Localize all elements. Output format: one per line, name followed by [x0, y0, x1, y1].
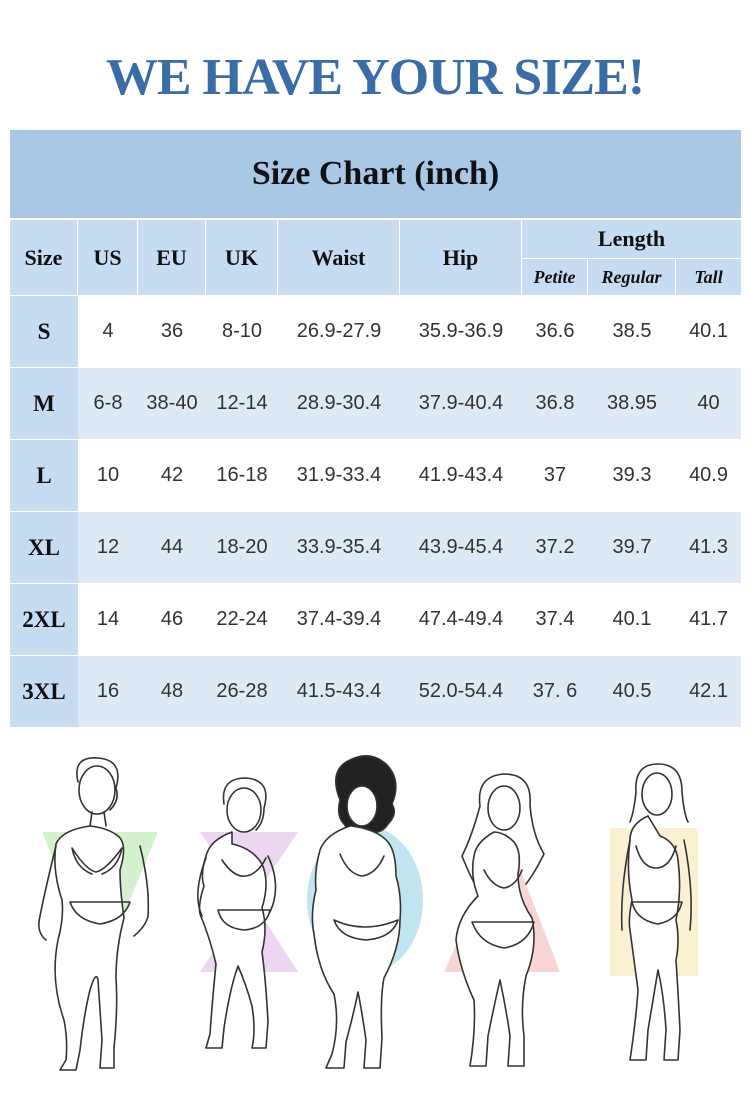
header-uk: UK [206, 220, 278, 295]
petite-value: 36.8 [522, 367, 588, 439]
tall-value: 41.3 [676, 511, 742, 583]
petite-value: 37. 6 [522, 655, 588, 727]
figure-rectangle [610, 763, 698, 1061]
uk-value: 26-28 [206, 655, 278, 727]
regular-value: 40.5 [588, 655, 676, 727]
waist-value: 28.9-30.4 [278, 367, 400, 439]
regular-value: 39.3 [588, 439, 676, 511]
us-value: 12 [78, 511, 138, 583]
size-chart-table: Size Chart (inch) Size US EU UK Waist Hi… [10, 130, 742, 727]
uk-value: 12-14 [206, 367, 278, 439]
waist-value: 26.9-27.9 [278, 295, 400, 367]
us-value: 4 [78, 295, 138, 367]
header-petite: Petite [522, 258, 588, 295]
size-label: L [10, 439, 78, 511]
table-title: Size Chart (inch) [10, 130, 742, 220]
uk-value: 8-10 [206, 295, 278, 367]
uk-value: 22-24 [206, 583, 278, 655]
hip-value: 52.0-54.4 [400, 655, 522, 727]
regular-value: 40.1 [588, 583, 676, 655]
petite-value: 37 [522, 439, 588, 511]
table-row: XL 12 44 18-20 33.9-35.4 43.9-45.4 37.2 … [10, 511, 742, 583]
hip-value: 35.9-36.9 [400, 295, 522, 367]
waist-value: 31.9-33.4 [278, 439, 400, 511]
table-row: S 4 36 8-10 26.9-27.9 35.9-36.9 36.6 38.… [10, 295, 742, 367]
table-row: M 6-8 38-40 12-14 28.9-30.4 37.9-40.4 36… [10, 367, 742, 439]
eu-value: 46 [138, 583, 206, 655]
uk-value: 16-18 [206, 439, 278, 511]
table-row: 2XL 14 46 22-24 37.4-39.4 47.4-49.4 37.4… [10, 583, 742, 655]
size-label: S [10, 295, 78, 367]
header-waist: Waist [278, 220, 400, 295]
petite-value: 36.6 [522, 295, 588, 367]
eu-value: 44 [138, 511, 206, 583]
petite-value: 37.4 [522, 583, 588, 655]
us-value: 16 [78, 655, 138, 727]
header-length: Length [522, 220, 742, 258]
us-value: 10 [78, 439, 138, 511]
header-eu: EU [138, 220, 206, 295]
waist-value: 37.4-39.4 [278, 583, 400, 655]
eu-value: 48 [138, 655, 206, 727]
tall-value: 40.1 [676, 295, 742, 367]
eu-value: 36 [138, 295, 206, 367]
header-size: Size [10, 220, 78, 295]
eu-value: 38-40 [138, 367, 206, 439]
tall-value: 41.7 [676, 583, 742, 655]
page-headline: WE HAVE YOUR SIZE! [105, 49, 645, 106]
hip-value: 41.9-43.4 [400, 439, 522, 511]
waist-value: 33.9-35.4 [278, 511, 400, 583]
regular-value: 38.5 [588, 295, 676, 367]
figure-oval [307, 755, 423, 1069]
hip-value: 43.9-45.4 [400, 511, 522, 583]
waist-value: 41.5-43.4 [278, 655, 400, 727]
us-value: 6-8 [78, 367, 138, 439]
us-value: 14 [78, 583, 138, 655]
table-row: 3XL 16 48 26-28 41.5-43.4 52.0-54.4 37. … [10, 655, 742, 727]
figure-triangle [444, 773, 560, 1067]
tall-value: 40.9 [676, 439, 742, 511]
tall-value: 42.1 [676, 655, 742, 727]
regular-value: 39.7 [588, 511, 676, 583]
tall-value: 40 [676, 367, 742, 439]
regular-value: 38.95 [588, 367, 676, 439]
petite-value: 37.2 [522, 511, 588, 583]
header-hip: Hip [400, 220, 522, 295]
table-row: L 10 42 16-18 31.9-33.4 41.9-43.4 37 39.… [10, 439, 742, 511]
header-tall: Tall [676, 258, 742, 295]
header-us: US [78, 220, 138, 295]
body-shape-figures [38, 755, 698, 1071]
hip-value: 37.9-40.4 [400, 367, 522, 439]
figure-inverted-triangle [38, 757, 158, 1071]
uk-value: 18-20 [206, 511, 278, 583]
hip-value: 47.4-49.4 [400, 583, 522, 655]
size-label: 3XL [10, 655, 78, 727]
figure-hourglass [197, 777, 298, 1049]
size-label: M [10, 367, 78, 439]
size-label: XL [10, 511, 78, 583]
eu-value: 42 [138, 439, 206, 511]
size-label: 2XL [10, 583, 78, 655]
header-regular: Regular [588, 258, 676, 295]
